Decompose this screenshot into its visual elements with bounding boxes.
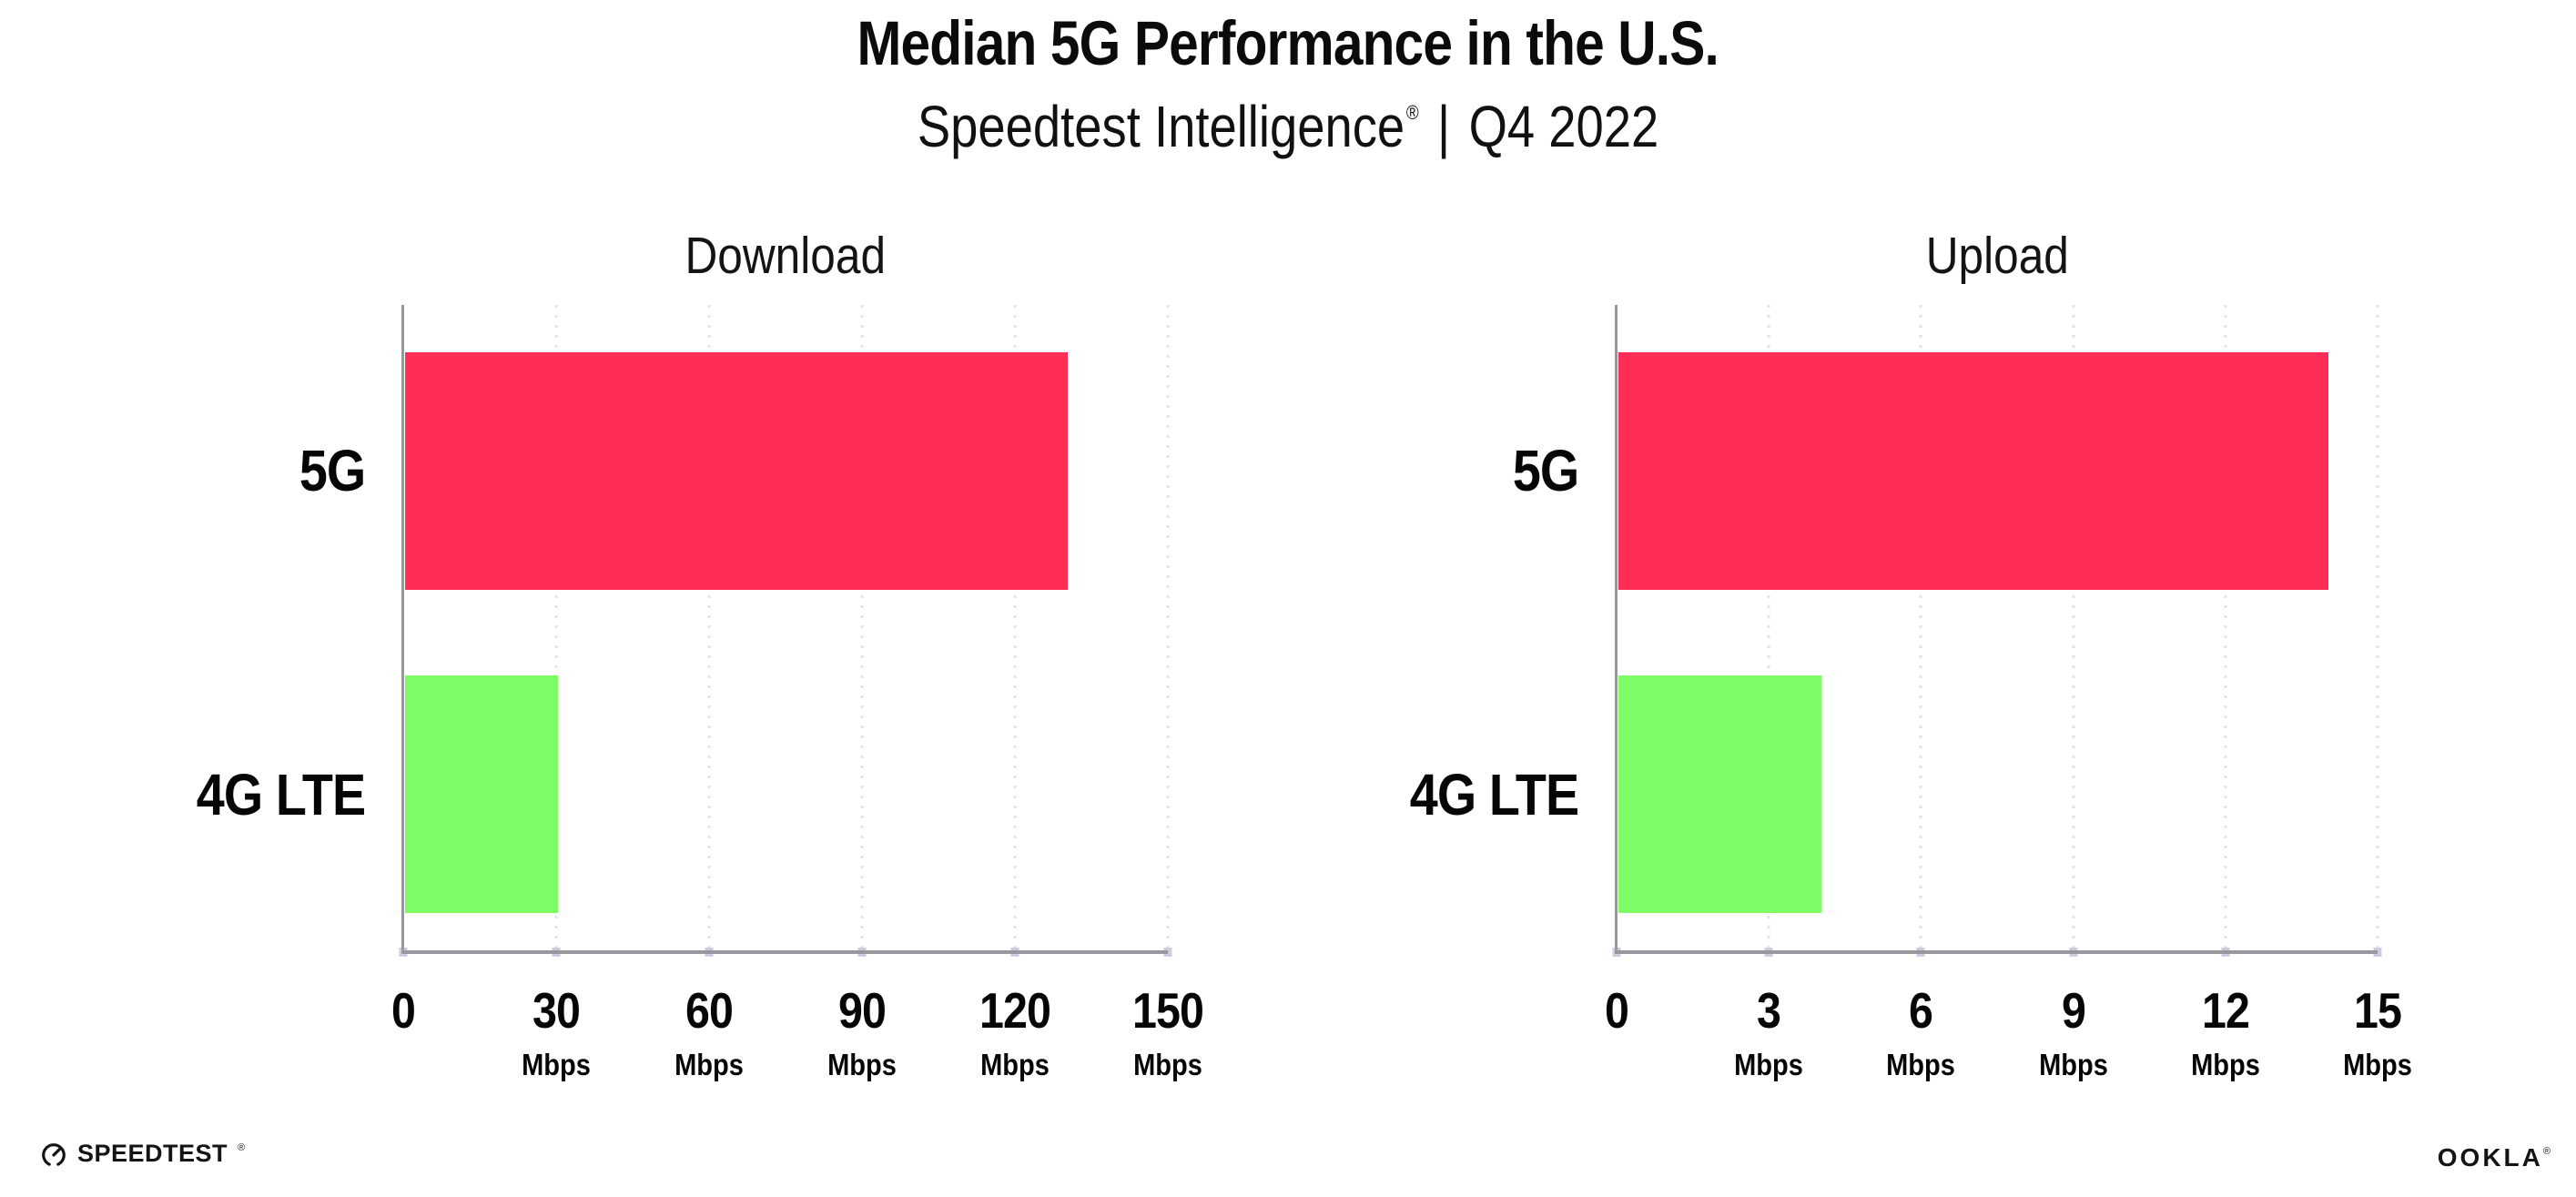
x-tick-unit: Mbps: [1133, 1048, 1202, 1081]
x-tick-unit: Mbps: [1734, 1048, 1804, 1081]
x-tick-0: 0: [1604, 982, 1629, 1039]
gridline-6: [1919, 305, 1922, 952]
tick-marker-150: [1163, 948, 1172, 957]
ookla-wordmark: OOKLA: [2437, 1143, 2543, 1172]
x-tick-label: 60: [685, 982, 734, 1039]
subtitle-period: Q4 2022: [1468, 94, 1659, 159]
x-tick-label: 6: [1909, 982, 1933, 1039]
subtitle-brand: Speedtest Intelligence: [917, 94, 1405, 159]
upload-chart: Upload 5G 4G LTE 0 3 Mbps 6 Mbps 9 Mbps 12 Mbps 15…: [1409, 218, 2412, 1111]
x-tick-unit: Mbps: [522, 1048, 591, 1081]
page-title: Median 5G Performance in the U.S.: [857, 8, 1719, 78]
bar-5g: [1618, 351, 2329, 590]
gridline-30: [554, 305, 558, 952]
x-tick-unit: Mbps: [2343, 1048, 2412, 1081]
x-tick-unit: Mbps: [674, 1048, 744, 1081]
x-tick-unit: Mbps: [827, 1048, 897, 1081]
x-tick-label: 12: [2201, 982, 2250, 1039]
x-axis-line: [401, 950, 1168, 954]
gridline-3: [1767, 305, 1770, 952]
x-tick-12: 12 Mbps: [2191, 986, 2260, 1080]
gridline-120: [1013, 305, 1017, 952]
x-tick-label: 15: [2353, 982, 2402, 1039]
bar-4g-lte: [405, 675, 558, 914]
x-tick-0: 0: [390, 982, 416, 1039]
bar-5g: [405, 351, 1068, 590]
x-tick-unit: Mbps: [2038, 1048, 2108, 1081]
upload-plot-area: 5G 4G LTE: [1409, 305, 2382, 957]
gridline-60: [707, 305, 711, 952]
download-chart: Download 5G 4G LTE 0 30 Mbps 60 Mbps 90 Mbps 120…: [196, 218, 1204, 1111]
download-plot-area: 5G 4G LTE: [196, 305, 1172, 957]
gridline-90: [860, 305, 864, 952]
x-tick-15: 15 Mbps: [2343, 986, 2412, 1080]
category-label-4g-lte: 4G LTE: [196, 761, 365, 827]
x-tick-label: 150: [1131, 982, 1204, 1039]
ookla-logo: OOKLA ®: [2438, 1143, 2551, 1172]
gridline-12: [2224, 305, 2227, 952]
x-tick-120: 120 Mbps: [979, 982, 1051, 1081]
category-label-5g: 5G: [1512, 438, 1578, 504]
x-tick-unit: Mbps: [980, 1048, 1050, 1081]
upload-chart-title: Upload: [1925, 227, 2069, 285]
x-tick-label: 30: [532, 982, 581, 1039]
subtitle-separator: |: [1436, 94, 1451, 159]
y-axis-line: [1615, 305, 1618, 952]
page-subtitle: Speedtest Intelligence® | Q4 2022: [0, 93, 2576, 160]
x-tick-label: 3: [1757, 982, 1781, 1039]
x-tick-9: 9 Mbps: [2039, 986, 2108, 1080]
x-tick-label: 0: [390, 982, 416, 1039]
x-tick-30: 30 Mbps: [522, 986, 591, 1080]
x-tick-unit: Mbps: [1886, 1048, 1956, 1081]
x-tick-label: 90: [837, 982, 887, 1039]
speedtest-logo: SPEEDTEST ®: [40, 1140, 245, 1168]
registered-trademark-icon: ®: [2542, 1146, 2551, 1157]
x-tick-90: 90 Mbps: [827, 986, 897, 1080]
registered-trademark-icon: ®: [1405, 101, 1419, 124]
category-label-4g-lte: 4G LTE: [1409, 761, 1578, 827]
registered-trademark-icon: ®: [238, 1141, 246, 1153]
category-label-5g: 5G: [299, 438, 365, 504]
download-chart-title: Download: [685, 227, 887, 285]
x-tick-3: 3 Mbps: [1734, 986, 1803, 1080]
download-x-axis-labels: 0 30 Mbps 60 Mbps 90 Mbps 120 Mbps 150 Mbps: [391, 982, 1204, 1095]
x-axis-line: [1615, 950, 2378, 954]
gridline-15: [2376, 305, 2379, 952]
tick-marker-15: [2373, 948, 2382, 957]
y-axis-line: [401, 305, 404, 952]
x-tick-unit: Mbps: [2190, 1048, 2260, 1081]
x-tick-label: 0: [1604, 982, 1629, 1039]
bar-4g-lte: [1618, 675, 1821, 914]
gridline-150: [1166, 305, 1170, 952]
x-tick-150: 150 Mbps: [1131, 982, 1204, 1081]
gauge-icon: [42, 1142, 66, 1166]
x-tick-6: 6 Mbps: [1886, 986, 1955, 1080]
speedtest-wordmark: SPEEDTEST: [77, 1140, 228, 1167]
upload-x-axis-labels: 0 3 Mbps 6 Mbps 9 Mbps 12 Mbps 15 Mbps: [1605, 986, 2412, 1095]
x-tick-60: 60 Mbps: [674, 986, 744, 1080]
gridline-9: [2072, 305, 2075, 952]
x-tick-label: 120: [979, 982, 1051, 1039]
x-tick-label: 9: [2061, 982, 2086, 1039]
